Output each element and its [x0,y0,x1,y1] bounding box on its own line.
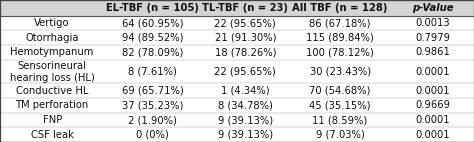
Text: Vertigo: Vertigo [35,18,70,28]
Text: 18 (78.26%): 18 (78.26%) [215,47,276,57]
Text: 100 (78.12%): 100 (78.12%) [306,47,374,57]
Bar [0,113,474,127]
Bar [0,16,474,30]
Text: Conductive HL: Conductive HL [16,86,88,96]
Bar [0,60,474,83]
Text: 0.9861: 0.9861 [415,47,450,57]
Text: p-Value: p-Value [412,3,453,13]
Text: 9 (39.13%): 9 (39.13%) [218,115,273,125]
Text: 70 (54.68%): 70 (54.68%) [310,86,371,96]
Text: 0.0001: 0.0001 [415,67,450,77]
Text: 86 (67.18%): 86 (67.18%) [310,18,371,28]
Text: 0.0013: 0.0013 [415,18,450,28]
Bar [0,98,474,113]
Text: CSF leak: CSF leak [31,130,73,140]
Text: 0 (0%): 0 (0%) [137,130,169,140]
Text: 0.0001: 0.0001 [415,115,450,125]
Text: 45 (35.15%): 45 (35.15%) [310,100,371,110]
Text: 22 (95.65%): 22 (95.65%) [214,18,276,28]
Text: Otorrhagia: Otorrhagia [26,33,79,43]
Text: 8 (34.78%): 8 (34.78%) [218,100,273,110]
Text: 0.0001: 0.0001 [415,130,450,140]
Text: Sensorineural
hearing loss (HL): Sensorineural hearing loss (HL) [10,60,94,83]
Text: 21 (91.30%): 21 (91.30%) [215,33,276,43]
Text: 11 (8.59%): 11 (8.59%) [312,115,368,125]
Text: 0.9669: 0.9669 [415,100,450,110]
Text: TM perforation: TM perforation [16,100,89,110]
Bar [0,83,474,98]
Bar [0,30,474,45]
Bar [0,45,474,60]
Text: Hemotympanum: Hemotympanum [10,47,94,57]
Bar [0,0,474,16]
Text: 82 (78.09%): 82 (78.09%) [122,47,183,57]
Text: 0.0001: 0.0001 [415,86,450,96]
Text: FNP: FNP [43,115,62,125]
Text: TL-TBF (n = 23): TL-TBF (n = 23) [202,3,288,13]
Text: 0.7979: 0.7979 [415,33,450,43]
Text: 69 (65.71%): 69 (65.71%) [122,86,184,96]
Text: 1 (4.34%): 1 (4.34%) [221,86,270,96]
Text: 22 (95.65%): 22 (95.65%) [214,67,276,77]
Text: 64 (60.95%): 64 (60.95%) [122,18,183,28]
Text: 2 (1.90%): 2 (1.90%) [128,115,177,125]
Bar [0,127,474,142]
Text: 30 (23.43%): 30 (23.43%) [310,67,371,77]
Text: 115 (89.84%): 115 (89.84%) [306,33,374,43]
Text: 37 (35.23%): 37 (35.23%) [122,100,183,110]
Text: 8 (7.61%): 8 (7.61%) [128,67,177,77]
Text: 9 (7.03%): 9 (7.03%) [316,130,365,140]
Text: 94 (89.52%): 94 (89.52%) [122,33,183,43]
Text: All TBF (n = 128): All TBF (n = 128) [292,3,388,13]
Text: 9 (39.13%): 9 (39.13%) [218,130,273,140]
Text: EL-TBF (n = 105): EL-TBF (n = 105) [107,3,199,13]
